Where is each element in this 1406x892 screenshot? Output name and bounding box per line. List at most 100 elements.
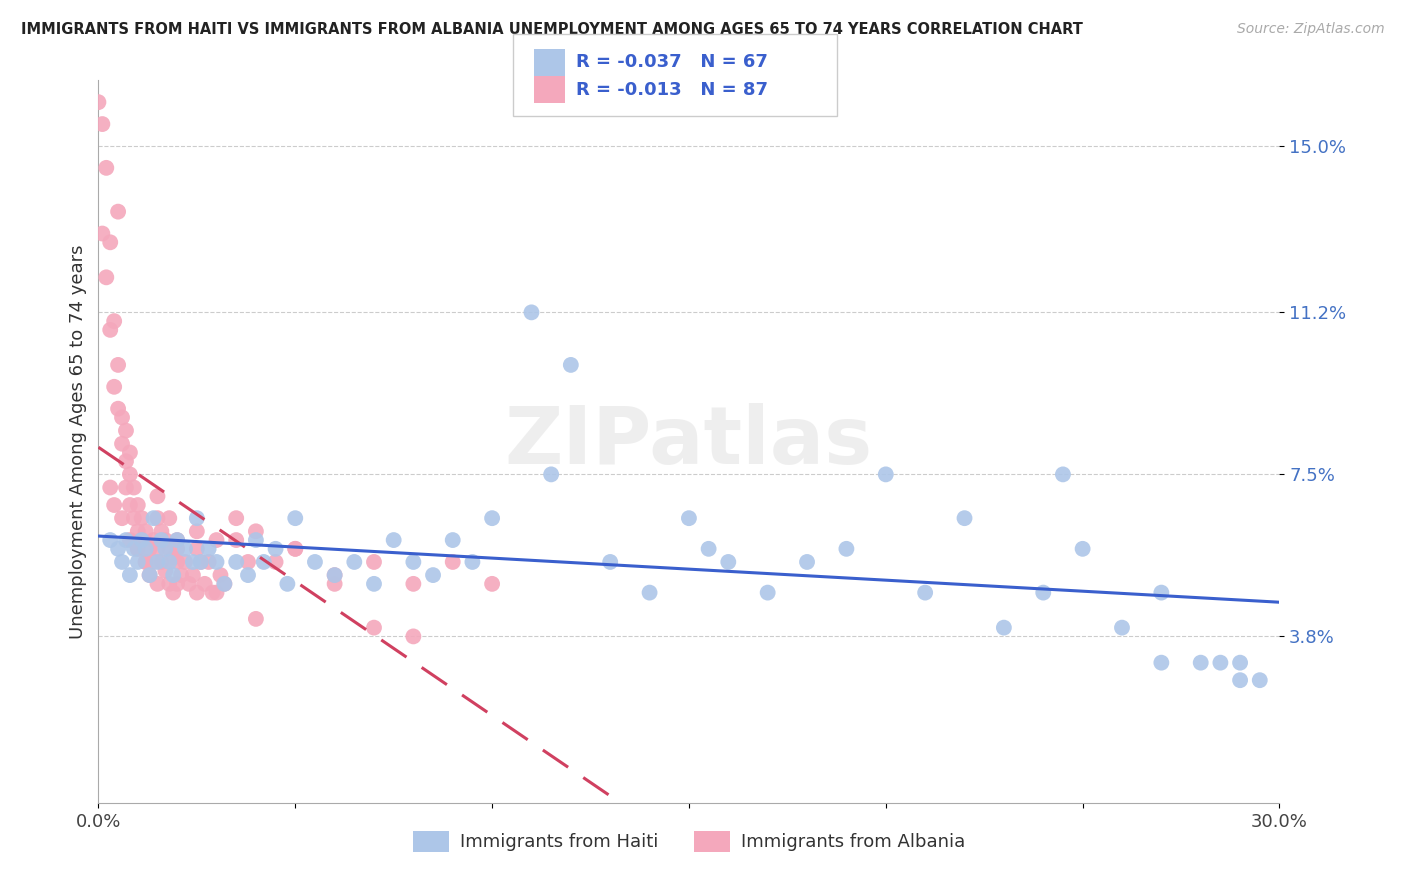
Point bbox=[190, 555, 212, 569]
Point bbox=[796, 555, 818, 569]
Point bbox=[201, 585, 224, 599]
Point bbox=[197, 555, 219, 569]
Point bbox=[214, 577, 236, 591]
Point bbox=[402, 629, 425, 643]
Point bbox=[135, 555, 157, 569]
Legend: Immigrants from Haiti, Immigrants from Albania: Immigrants from Haiti, Immigrants from A… bbox=[405, 823, 973, 859]
Point bbox=[135, 555, 157, 569]
Point bbox=[155, 541, 177, 556]
Point bbox=[205, 585, 228, 599]
Point bbox=[174, 555, 197, 569]
Point bbox=[107, 204, 129, 219]
Point bbox=[138, 541, 160, 556]
Text: R = -0.037   N = 67: R = -0.037 N = 67 bbox=[576, 54, 768, 71]
Text: ZIPatlas: ZIPatlas bbox=[505, 402, 873, 481]
Point bbox=[1032, 585, 1054, 599]
Point bbox=[323, 577, 346, 591]
Point bbox=[155, 533, 177, 547]
Point bbox=[1209, 656, 1232, 670]
Point bbox=[343, 555, 366, 569]
Point bbox=[107, 358, 129, 372]
Point bbox=[717, 555, 740, 569]
Point bbox=[135, 524, 157, 539]
Point bbox=[138, 568, 160, 582]
Point bbox=[157, 541, 180, 556]
Point bbox=[98, 323, 121, 337]
Point bbox=[146, 511, 169, 525]
Point bbox=[756, 585, 779, 599]
Point bbox=[166, 541, 188, 556]
Point bbox=[875, 467, 897, 482]
Point bbox=[245, 533, 267, 547]
Point bbox=[363, 555, 385, 569]
Text: R = -0.013   N = 87: R = -0.013 N = 87 bbox=[576, 80, 769, 98]
Point bbox=[190, 555, 212, 569]
Point bbox=[560, 358, 582, 372]
Point bbox=[402, 555, 425, 569]
Point bbox=[127, 524, 149, 539]
Point bbox=[284, 511, 307, 525]
Point bbox=[127, 541, 149, 556]
Point bbox=[115, 454, 138, 468]
Point bbox=[162, 585, 184, 599]
Point bbox=[150, 533, 173, 547]
Point bbox=[540, 467, 562, 482]
Point bbox=[1249, 673, 1271, 688]
Point bbox=[142, 555, 165, 569]
Point bbox=[118, 445, 141, 459]
Point bbox=[122, 511, 145, 525]
Point bbox=[363, 577, 385, 591]
Point bbox=[111, 410, 134, 425]
Point bbox=[1229, 656, 1251, 670]
Point bbox=[162, 568, 184, 582]
Point bbox=[150, 555, 173, 569]
Point bbox=[363, 621, 385, 635]
Point bbox=[118, 467, 141, 482]
Point bbox=[135, 541, 157, 556]
Point bbox=[131, 533, 153, 547]
Point bbox=[122, 541, 145, 556]
Point bbox=[284, 541, 307, 556]
Point bbox=[225, 533, 247, 547]
Point bbox=[209, 568, 232, 582]
Point bbox=[103, 314, 125, 328]
Point bbox=[186, 541, 208, 556]
Point bbox=[205, 555, 228, 569]
Point bbox=[118, 533, 141, 547]
Point bbox=[107, 541, 129, 556]
Point bbox=[115, 533, 138, 547]
Point bbox=[166, 533, 188, 547]
Point bbox=[111, 436, 134, 450]
Point bbox=[127, 498, 149, 512]
Point bbox=[162, 550, 184, 565]
Point bbox=[115, 481, 138, 495]
Point bbox=[146, 489, 169, 503]
Point bbox=[304, 555, 326, 569]
Point bbox=[481, 511, 503, 525]
Point bbox=[205, 533, 228, 547]
Point bbox=[1150, 656, 1173, 670]
Point bbox=[142, 533, 165, 547]
Point bbox=[122, 481, 145, 495]
Point bbox=[225, 555, 247, 569]
Point bbox=[107, 401, 129, 416]
Point bbox=[461, 555, 484, 569]
Point bbox=[197, 541, 219, 556]
Point bbox=[245, 612, 267, 626]
Point bbox=[91, 117, 114, 131]
Point bbox=[103, 380, 125, 394]
Point bbox=[697, 541, 720, 556]
Point bbox=[166, 555, 188, 569]
Point bbox=[1189, 656, 1212, 670]
Y-axis label: Unemployment Among Ages 65 to 74 years: Unemployment Among Ages 65 to 74 years bbox=[69, 244, 87, 639]
Point bbox=[678, 511, 700, 525]
Point bbox=[264, 541, 287, 556]
Point bbox=[264, 555, 287, 569]
Point bbox=[194, 577, 217, 591]
Point bbox=[284, 541, 307, 556]
Point bbox=[520, 305, 543, 319]
Point bbox=[118, 498, 141, 512]
Point bbox=[1071, 541, 1094, 556]
Point bbox=[422, 568, 444, 582]
Point bbox=[225, 511, 247, 525]
